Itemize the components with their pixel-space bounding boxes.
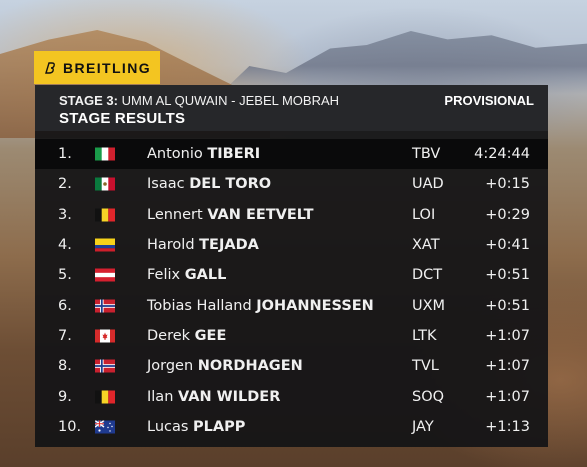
result-row: 2. Isaac DEL TORO UAD +0:15 [35,169,548,199]
rider-last-name: TIBERI [207,146,261,163]
rider-first-name: Lucas [147,418,189,435]
result-row: 8. Jorgen NORDHAGEN TVL +1:07 [35,351,548,381]
rider-last-name: VAN EETVELT [207,206,314,223]
team-code: TVL [412,358,439,375]
rider-position: 3. [58,206,72,223]
rider-position: 1. [58,146,72,163]
rider-name: Derek GEE [147,328,226,344]
rider-first-name: Felix [147,267,181,284]
result-row: 6. Tobias Halland JOHANNESSEN UXM +0:51 [35,290,548,320]
breitling-logo-icon [45,61,55,74]
team-code: SOQ [412,388,445,405]
rider-position: 4. [58,237,72,254]
rider-first-name: Tobias Halland [147,297,252,314]
results-panel: STAGE 3: UMM AL QUWAIN - JEBEL MOBRAH ST… [35,85,548,447]
rider-time: +0:29 [485,206,530,223]
result-row: 1. Antonio TIBERI TBV 4:24:44 [35,139,548,170]
rider-name: Ilan VAN WILDER [147,389,280,405]
status-badge: PROVISIONAL [444,93,534,108]
team-code: XAT [412,237,440,254]
rider-last-name: PLAPP [193,418,246,435]
rider-last-name: NORDHAGEN [197,358,303,375]
result-row: 3. Lennert VAN EETVELT LOI +0:29 [35,200,548,230]
rider-position: 7. [58,327,72,344]
norway-flag-icon [95,359,115,373]
rider-first-name: Harold [147,237,195,254]
result-row: 5. Felix GALL DCT +0:51 [35,260,548,290]
stage-route: UMM AL QUWAIN - JEBEL MOBRAH [121,93,340,108]
rider-last-name: GEE [194,327,227,344]
rider-name: Jorgen NORDHAGEN [147,358,303,374]
rider-last-name: JOHANNESSEN [256,297,374,314]
australia-flag-icon [95,420,115,434]
rider-position: 6. [58,297,72,314]
rider-first-name: Isaac [147,176,185,193]
italy-flag-icon [95,147,115,161]
rider-name: Antonio TIBERI [147,146,260,162]
result-row: 10. Lucas PLAPP JAY +1:13 [35,412,548,442]
rider-name: Lucas PLAPP [147,419,245,435]
rider-last-name: TEJADA [199,237,259,254]
austria-flag-icon [95,268,115,282]
rider-position: 10. [58,418,82,435]
rider-time: +0:41 [485,237,530,254]
belgium-flag-icon [95,390,115,404]
rider-position: 8. [58,358,72,375]
canada-flag-icon [95,329,115,343]
rider-time: +1:07 [485,327,530,344]
stage-line: STAGE 3: UMM AL QUWAIN - JEBEL MOBRAH [59,93,339,108]
results-header: STAGE 3: UMM AL QUWAIN - JEBEL MOBRAH ST… [35,85,548,131]
results-title: STAGE RESULTS [59,110,186,127]
rider-time: +1:07 [485,388,530,405]
norway-flag-icon [95,299,115,313]
rider-last-name: DEL TORO [189,176,272,193]
rider-position: 5. [58,267,72,284]
results-table: 1. Antonio TIBERI TBV 4:24:44 2. Isaac D… [35,139,548,442]
rider-time: 4:24:44 [474,146,530,163]
rider-time: +1:07 [485,358,530,375]
rider-name: Tobias Halland JOHANNESSEN [147,298,374,314]
sponsor-name: BREITLING [62,59,152,76]
result-row: 4. Harold TEJADA XAT +0:41 [35,230,548,260]
rider-position: 9. [58,388,72,405]
rider-time: +0:51 [485,267,530,284]
rider-name: Isaac DEL TORO [147,176,271,192]
rider-name: Felix GALL [147,267,226,283]
rider-name: Harold TEJADA [147,237,259,253]
rider-position: 2. [58,176,72,193]
rider-last-name: GALL [184,267,227,284]
rider-time: +0:51 [485,297,530,314]
rider-name: Lennert VAN EETVELT [147,207,314,223]
rider-first-name: Derek [147,327,191,344]
colombia-flag-icon [95,238,115,252]
team-code: JAY [412,418,434,435]
team-code: LTK [412,327,437,344]
stage-number: STAGE 3: [59,93,118,108]
sponsor-banner: BREITLING [34,51,160,84]
team-code: UAD [412,176,444,193]
rider-first-name: Antonio [147,146,203,163]
belgium-flag-icon [95,208,115,222]
team-code: DCT [412,267,443,284]
team-code: TBV [412,146,441,163]
team-code: UXM [412,297,446,314]
rider-first-name: Ilan [147,388,174,405]
result-row: 7. Derek GEE LTK +1:07 [35,321,548,351]
rider-first-name: Lennert [147,206,203,223]
result-row: 9. Ilan VAN WILDER SOQ +1:07 [35,381,548,411]
mexico-flag-icon [95,177,115,191]
rider-time: +0:15 [485,176,530,193]
rider-first-name: Jorgen [147,358,194,375]
team-code: LOI [412,206,436,223]
rider-time: +1:13 [485,418,530,435]
rider-last-name: VAN WILDER [178,388,281,405]
